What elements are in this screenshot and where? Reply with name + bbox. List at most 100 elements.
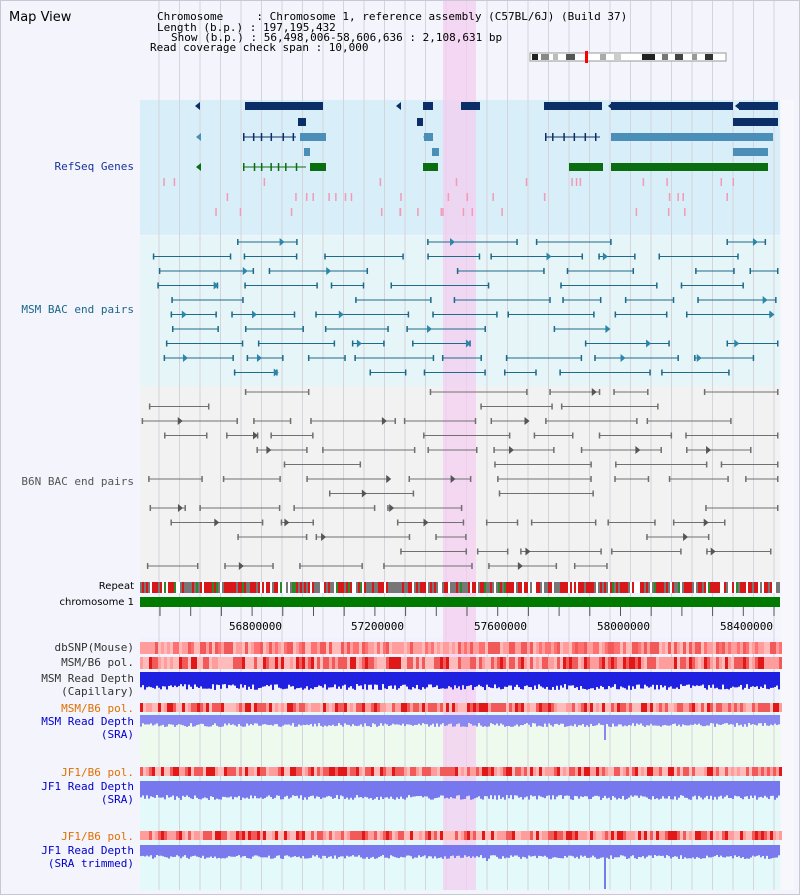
read-depth-bar <box>194 781 196 796</box>
read-depth-bar <box>194 715 196 727</box>
gene-variant-tick <box>344 193 347 201</box>
dbsnp-track-label[interactable]: dbSNP(Mouse) <box>54 641 134 654</box>
read-depth-bar <box>272 781 274 799</box>
polymorphism-cell <box>398 767 401 776</box>
repeat-feature <box>592 582 594 593</box>
bac-end <box>705 505 707 511</box>
read-depth-bar <box>400 715 402 726</box>
bac-end <box>354 355 356 361</box>
repeat-feature <box>246 582 248 593</box>
polymorphism-cell <box>635 642 638 654</box>
b6n-bac-track-label[interactable]: B6N BAC end pairs <box>21 475 134 488</box>
polymorphism-cell <box>734 657 737 669</box>
bac-end <box>429 389 432 395</box>
polymorphism-cell <box>683 703 686 712</box>
read-depth-bar <box>396 781 398 798</box>
jf1-depth-sra-sublabel: (SRA) <box>100 793 134 806</box>
bac-end <box>232 355 234 361</box>
read-depth-bar <box>734 715 736 727</box>
msm-bac-track-label[interactable]: MSM BAC end pairs <box>21 303 134 316</box>
polymorphism-cell <box>254 831 257 840</box>
msm-depth-sra-label[interactable]: MSM Read Depth <box>41 715 134 728</box>
polymorphism-cell <box>386 767 389 776</box>
read-depth-bar <box>772 845 774 858</box>
polymorphism-cell <box>416 831 419 840</box>
read-depth-bar <box>298 715 300 725</box>
polymorphism-cell <box>242 657 245 669</box>
polymorphism-cell <box>311 657 314 669</box>
read-depth-bar <box>672 715 674 724</box>
read-depth-bar <box>154 781 156 798</box>
bac-end-marker <box>762 296 768 304</box>
read-depth-bar <box>408 845 410 856</box>
polymorphism-cell <box>230 703 233 712</box>
bac-end <box>244 282 246 289</box>
polymorphism-cell <box>224 657 227 669</box>
polymorphism-cell <box>671 657 674 669</box>
polymorphism-cell <box>350 657 353 669</box>
read-depth-bar <box>630 715 632 726</box>
bac-end <box>148 476 150 482</box>
polymorphism-cell <box>602 642 605 654</box>
msm-pol-sra-label[interactable]: MSM/B6 pol. <box>61 702 134 715</box>
read-depth-bar <box>686 781 688 798</box>
read-depth-bar <box>710 672 712 688</box>
polymorphism-cell <box>344 657 347 669</box>
read-depth-bar <box>652 715 654 726</box>
read-depth-bar <box>500 672 502 690</box>
repeat-feature <box>170 582 172 593</box>
polymorphism-cell <box>689 767 692 776</box>
bac-end <box>406 326 408 332</box>
jf1-depth-sra-label[interactable]: JF1 Read Depth <box>41 780 134 793</box>
polymorphism-cell <box>344 642 347 654</box>
polymorphism-cell <box>626 703 629 712</box>
msm-depth-capillary-label[interactable]: MSM Read Depth <box>41 672 134 685</box>
jf1-depth-trimmed-label[interactable]: JF1 Read Depth <box>41 844 134 857</box>
read-depth-bar <box>668 845 670 857</box>
bac-end <box>243 253 246 260</box>
bac-end-marker <box>602 252 608 261</box>
read-depth-bar <box>628 672 630 686</box>
polymorphism-cell <box>572 657 575 669</box>
read-depth-bar <box>296 781 298 796</box>
jf1-pol-label[interactable]: JF1/B6 pol. <box>61 766 134 779</box>
read-depth-bar <box>446 715 448 726</box>
read-depth-bar <box>582 715 584 725</box>
msm-pol-track-label[interactable]: MSM/B6 pol. <box>61 656 134 669</box>
polymorphism-cell <box>446 657 449 669</box>
read-depth-bar <box>514 845 516 856</box>
read-depth-bar <box>670 672 672 687</box>
polymorphism-cell <box>323 831 326 840</box>
polymorphism-cell <box>674 767 677 776</box>
bac-end-marker <box>734 339 740 348</box>
read-depth-bar <box>164 715 166 727</box>
polymorphism-cell <box>380 703 383 712</box>
read-depth-bar <box>742 845 744 858</box>
read-depth-bar <box>514 672 516 687</box>
bac-end <box>333 340 336 347</box>
read-depth-bar <box>412 715 414 726</box>
polymorphism-cell <box>158 642 161 654</box>
polymorphism-cell <box>326 642 329 654</box>
polymorphism-cell <box>683 642 686 654</box>
repeat-feature <box>426 582 428 593</box>
refseq-track-label[interactable]: RefSeq Genes <box>54 160 134 173</box>
polymorphism-cell <box>764 831 767 840</box>
read-depth-bar <box>312 781 314 796</box>
repeat-feature <box>330 582 332 593</box>
repeat-feature <box>508 582 510 593</box>
read-depth-bar <box>418 781 420 797</box>
polymorphism-cell <box>668 703 671 712</box>
repeat-feature <box>164 582 166 593</box>
repeat-feature <box>466 582 468 593</box>
read-depth-bar <box>736 845 738 858</box>
read-depth-bar <box>516 715 518 725</box>
read-depth-bar <box>614 715 616 727</box>
jf1-pol-trimmed-label[interactable]: JF1/B6 pol. <box>61 830 134 843</box>
read-depth-bar <box>722 845 724 858</box>
read-depth-bar <box>424 845 426 856</box>
polymorphism-cell <box>422 703 425 712</box>
bac-end <box>647 389 649 395</box>
polymorphism-cell <box>209 642 212 654</box>
polymorphism-cell <box>560 767 563 776</box>
